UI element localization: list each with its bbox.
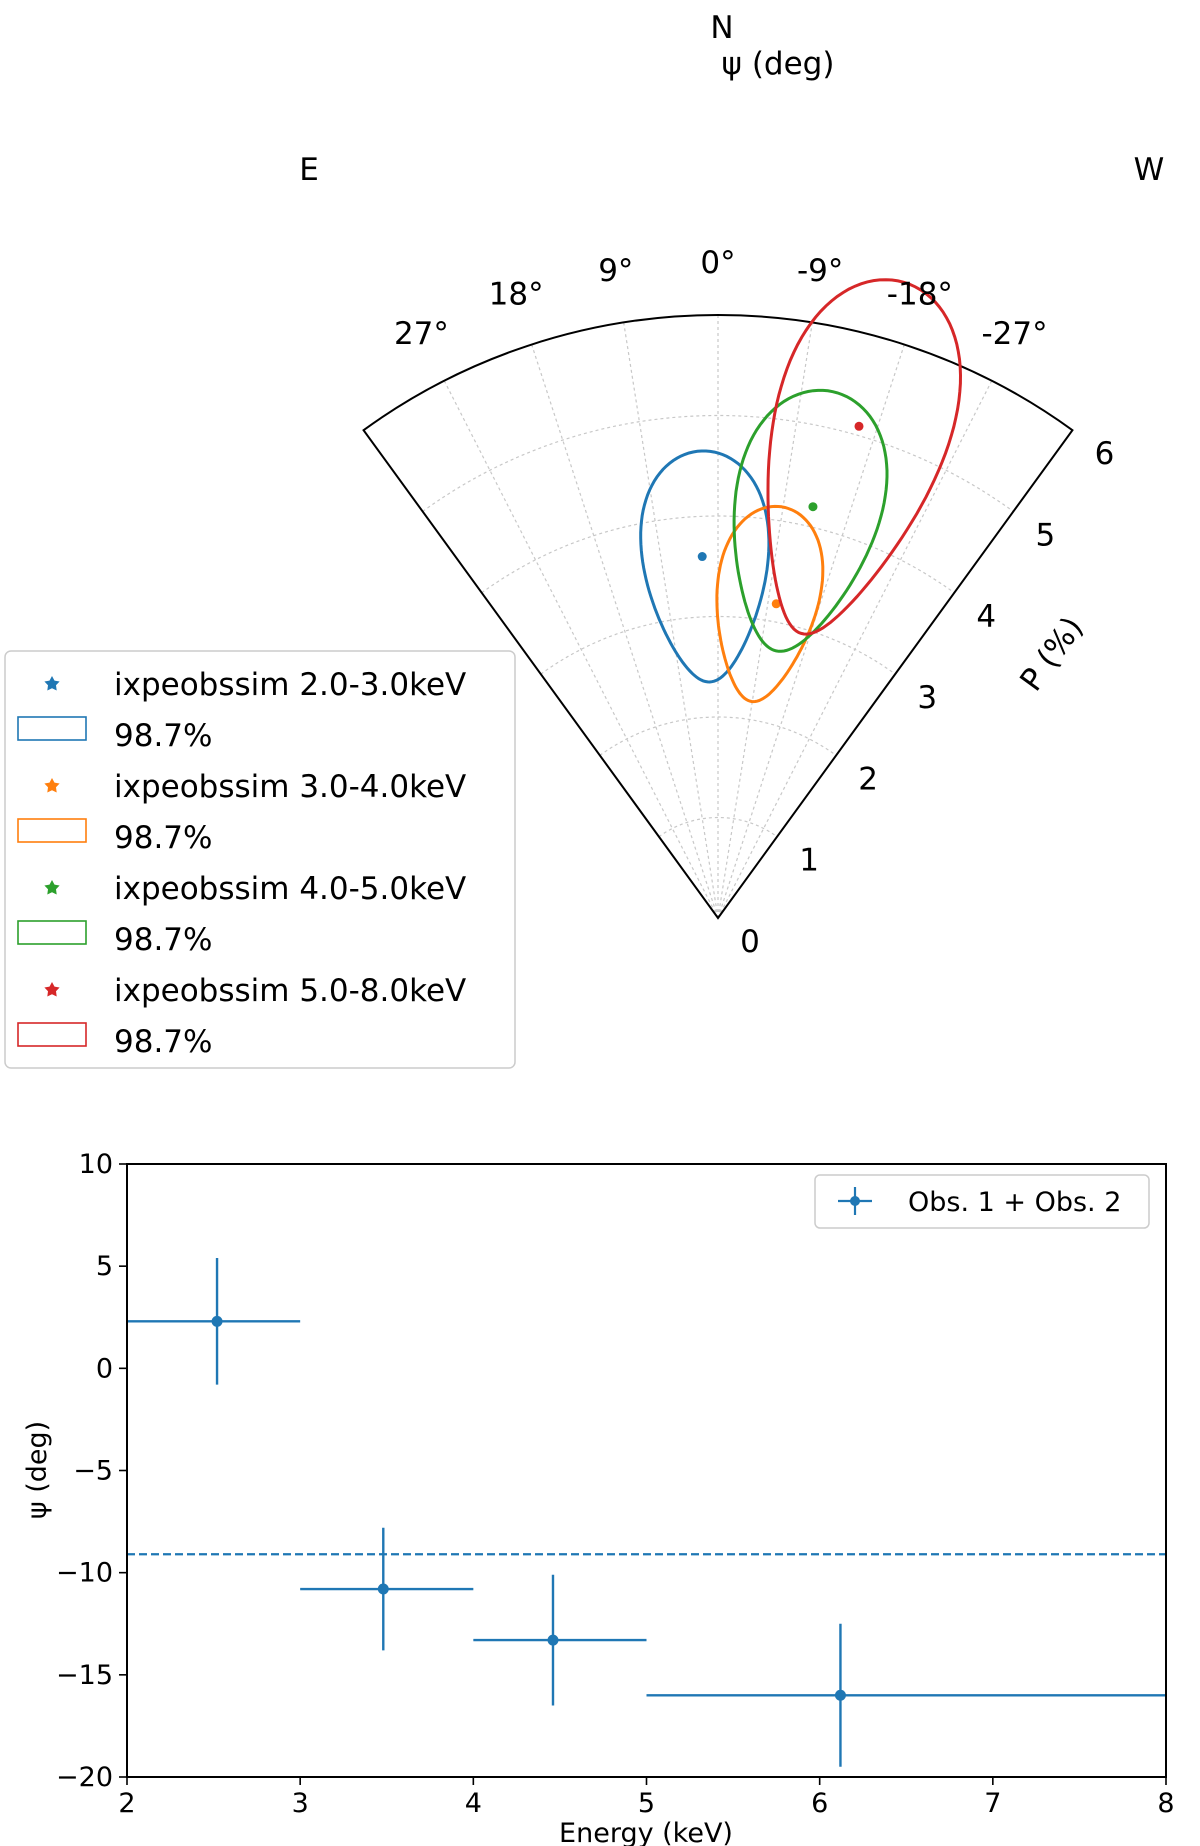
x-tick-label: 8 — [1157, 1788, 1174, 1819]
polar-theta-label: ψ (deg) — [722, 46, 835, 82]
data-point — [771, 599, 781, 609]
legend-marker — [850, 1196, 860, 1206]
errorbar-points — [127, 1257, 1166, 1767]
contour-ellipse — [715, 504, 825, 704]
errorbar-point — [300, 1527, 474, 1651]
theta-grid-line — [717, 322, 813, 919]
legend-contour-label: 98.7% — [114, 1024, 212, 1060]
theta-tick-label: 18° — [489, 277, 544, 313]
data-point — [834, 1689, 846, 1701]
data-point — [808, 502, 818, 512]
errorbar-point — [646, 1623, 1166, 1767]
theta-tick-label: 0° — [700, 245, 735, 281]
r-tick-label: 2 — [858, 761, 878, 797]
legend-contour-swatch — [17, 1022, 87, 1047]
r-tick-label: 1 — [799, 843, 819, 879]
theta-grid-line — [531, 344, 719, 919]
legend-series-label: ixpeobssim 3.0-4.0keV — [114, 769, 466, 805]
legend-contour-label: 98.7% — [114, 820, 212, 856]
y-tick-label: −20 — [56, 1762, 113, 1793]
legend-contour-label: 98.7% — [114, 922, 212, 958]
errorbar-y-label: ψ (deg) — [22, 1421, 53, 1519]
y-tick-label: 0 — [96, 1353, 113, 1384]
y-tick-label: −15 — [56, 1660, 113, 1691]
data-point — [547, 1634, 559, 1646]
legend-series-label: ixpeobssim 4.0-5.0keV — [114, 871, 466, 907]
y-tick-label: 10 — [79, 1149, 113, 1180]
legend-series-label: ixpeobssim 2.0-3.0keV — [114, 667, 466, 703]
x-tick-label: 4 — [465, 1788, 482, 1819]
theta-tick-label: 9° — [598, 253, 633, 289]
theta-grid-line — [623, 322, 719, 919]
legend-marker — [44, 778, 60, 793]
errorbar-axes-ticks: 2 3 4 5 6 7 8 10 5 0 −5 −10 −15 −20 — [56, 1149, 1175, 1819]
r-tick-label: 5 — [1035, 517, 1055, 553]
x-tick-label: 5 — [638, 1788, 655, 1819]
theta-tick-label: 27° — [394, 316, 449, 352]
legend-series-label: ixpeobssim 5.0-8.0keV — [114, 973, 466, 1009]
y-tick-label: −5 — [73, 1456, 113, 1487]
legend-marker — [44, 982, 60, 997]
polar-title: N — [710, 10, 733, 46]
contour-ellipse — [766, 278, 963, 636]
data-point — [697, 552, 707, 562]
legend-contour-label: 98.7% — [114, 718, 212, 754]
y-tick-label: −10 — [56, 1558, 113, 1589]
r-grid-arc — [422, 414, 1014, 512]
r-grid-arc — [481, 515, 955, 594]
legend-marker — [44, 880, 60, 895]
polar-east-label: E — [299, 152, 319, 188]
polar-legend: ixpeobssim 2.0-3.0keV 98.7% ixpeobssim 3.0… — [4, 650, 516, 1069]
r-tick-label: 3 — [917, 680, 937, 716]
polar-west-label: W — [1134, 152, 1165, 188]
legend-contour-swatch — [17, 818, 87, 843]
theta-tick-labels: 27° 18° 9° 0° -9° -18° -27° — [394, 245, 1048, 352]
errorbar-axes-frame — [126, 1163, 1167, 1778]
x-tick-label: 6 — [811, 1788, 828, 1819]
data-point — [211, 1315, 223, 1327]
errorbar-point — [127, 1257, 301, 1385]
errorbar-legend-label: Obs. 1 + Obs. 2 — [908, 1187, 1121, 1218]
errorbar-plot: 2 3 4 5 6 7 8 10 5 0 −5 −10 −15 −20 Energy (keV) ψ (d… — [22, 1149, 1175, 1846]
theta-tick-label: -27° — [981, 316, 1047, 352]
x-tick-label: 7 — [984, 1788, 1001, 1819]
r-tick-label: 0 — [740, 924, 760, 960]
r-grid-arc — [658, 816, 778, 838]
r-tick-label: 6 — [1095, 436, 1115, 472]
contour-ellipse — [639, 449, 771, 684]
theta-grid-line — [443, 380, 719, 919]
legend-marker — [44, 676, 60, 691]
errorbar-point — [473, 1574, 647, 1706]
theta-grid-line — [717, 344, 905, 919]
y-tick-label: 5 — [96, 1251, 113, 1282]
errorbar-x-label: Energy (keV) — [559, 1818, 733, 1846]
x-tick-label: 3 — [292, 1788, 309, 1819]
r-tick-label: 4 — [976, 599, 996, 635]
data-point — [377, 1583, 389, 1595]
theta-grid-line — [717, 380, 993, 919]
theta-tick-label: -18° — [887, 277, 953, 313]
r-grid-arc — [540, 615, 896, 675]
legend-contour-swatch — [17, 716, 87, 741]
legend-contour-swatch — [17, 920, 87, 945]
errorbar-legend: Obs. 1 + Obs. 2 — [814, 1174, 1150, 1229]
polar-r-axis-label: P (%) — [1013, 610, 1090, 698]
x-tick-label: 2 — [118, 1788, 135, 1819]
contour-ellipse — [732, 388, 889, 653]
r-tick-labels: 0 1 2 3 4 5 6 — [740, 436, 1114, 960]
polar-series — [639, 278, 963, 704]
data-point — [854, 421, 864, 431]
theta-tick-label: -9° — [797, 253, 843, 289]
polar-frame — [362, 314, 1074, 920]
